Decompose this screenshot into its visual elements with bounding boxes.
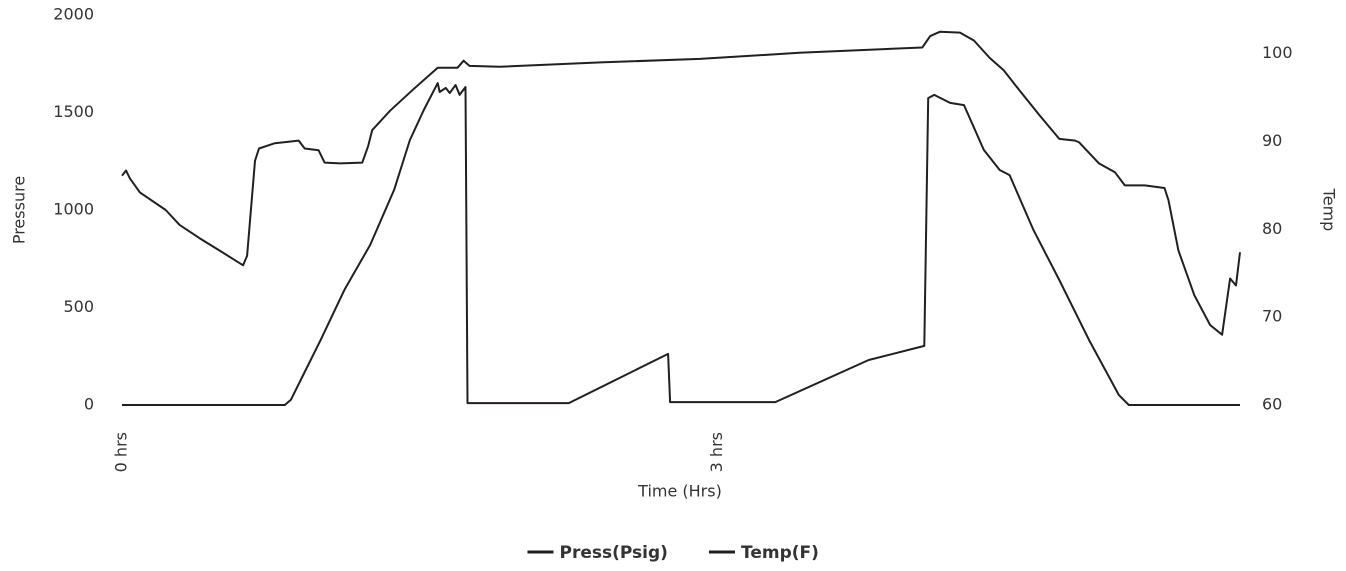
y-tick-label: 1000 xyxy=(53,200,94,219)
legend-label: Temp(F) xyxy=(741,543,819,563)
legend: Press(Psig) Temp(F) xyxy=(527,543,819,563)
x-tick-label: 3 hrs xyxy=(707,432,726,472)
y-tick-label: 0 xyxy=(84,395,94,414)
y2-tick-label: 80 xyxy=(1262,219,1282,238)
y2-tick-label: 60 xyxy=(1262,395,1282,414)
y2-axis-title: Temp xyxy=(1320,188,1339,232)
y2-tick-label: 70 xyxy=(1262,307,1282,326)
y-axis-title: Pressure xyxy=(10,176,29,244)
y-tick-label: 500 xyxy=(63,297,94,316)
series-line xyxy=(121,30,1241,336)
x-axis-title: Time (Hrs) xyxy=(637,482,722,501)
y2-tick-label: 90 xyxy=(1262,131,1282,150)
y-tick-label: 2000 xyxy=(53,5,94,24)
y-tick-label: 1500 xyxy=(53,102,94,121)
x-tick-label: 0 hrs xyxy=(112,432,131,472)
series-line xyxy=(122,82,1240,406)
y2-tick-label: 100 xyxy=(1262,43,1293,62)
legend-label: Press(Psig) xyxy=(560,543,668,563)
